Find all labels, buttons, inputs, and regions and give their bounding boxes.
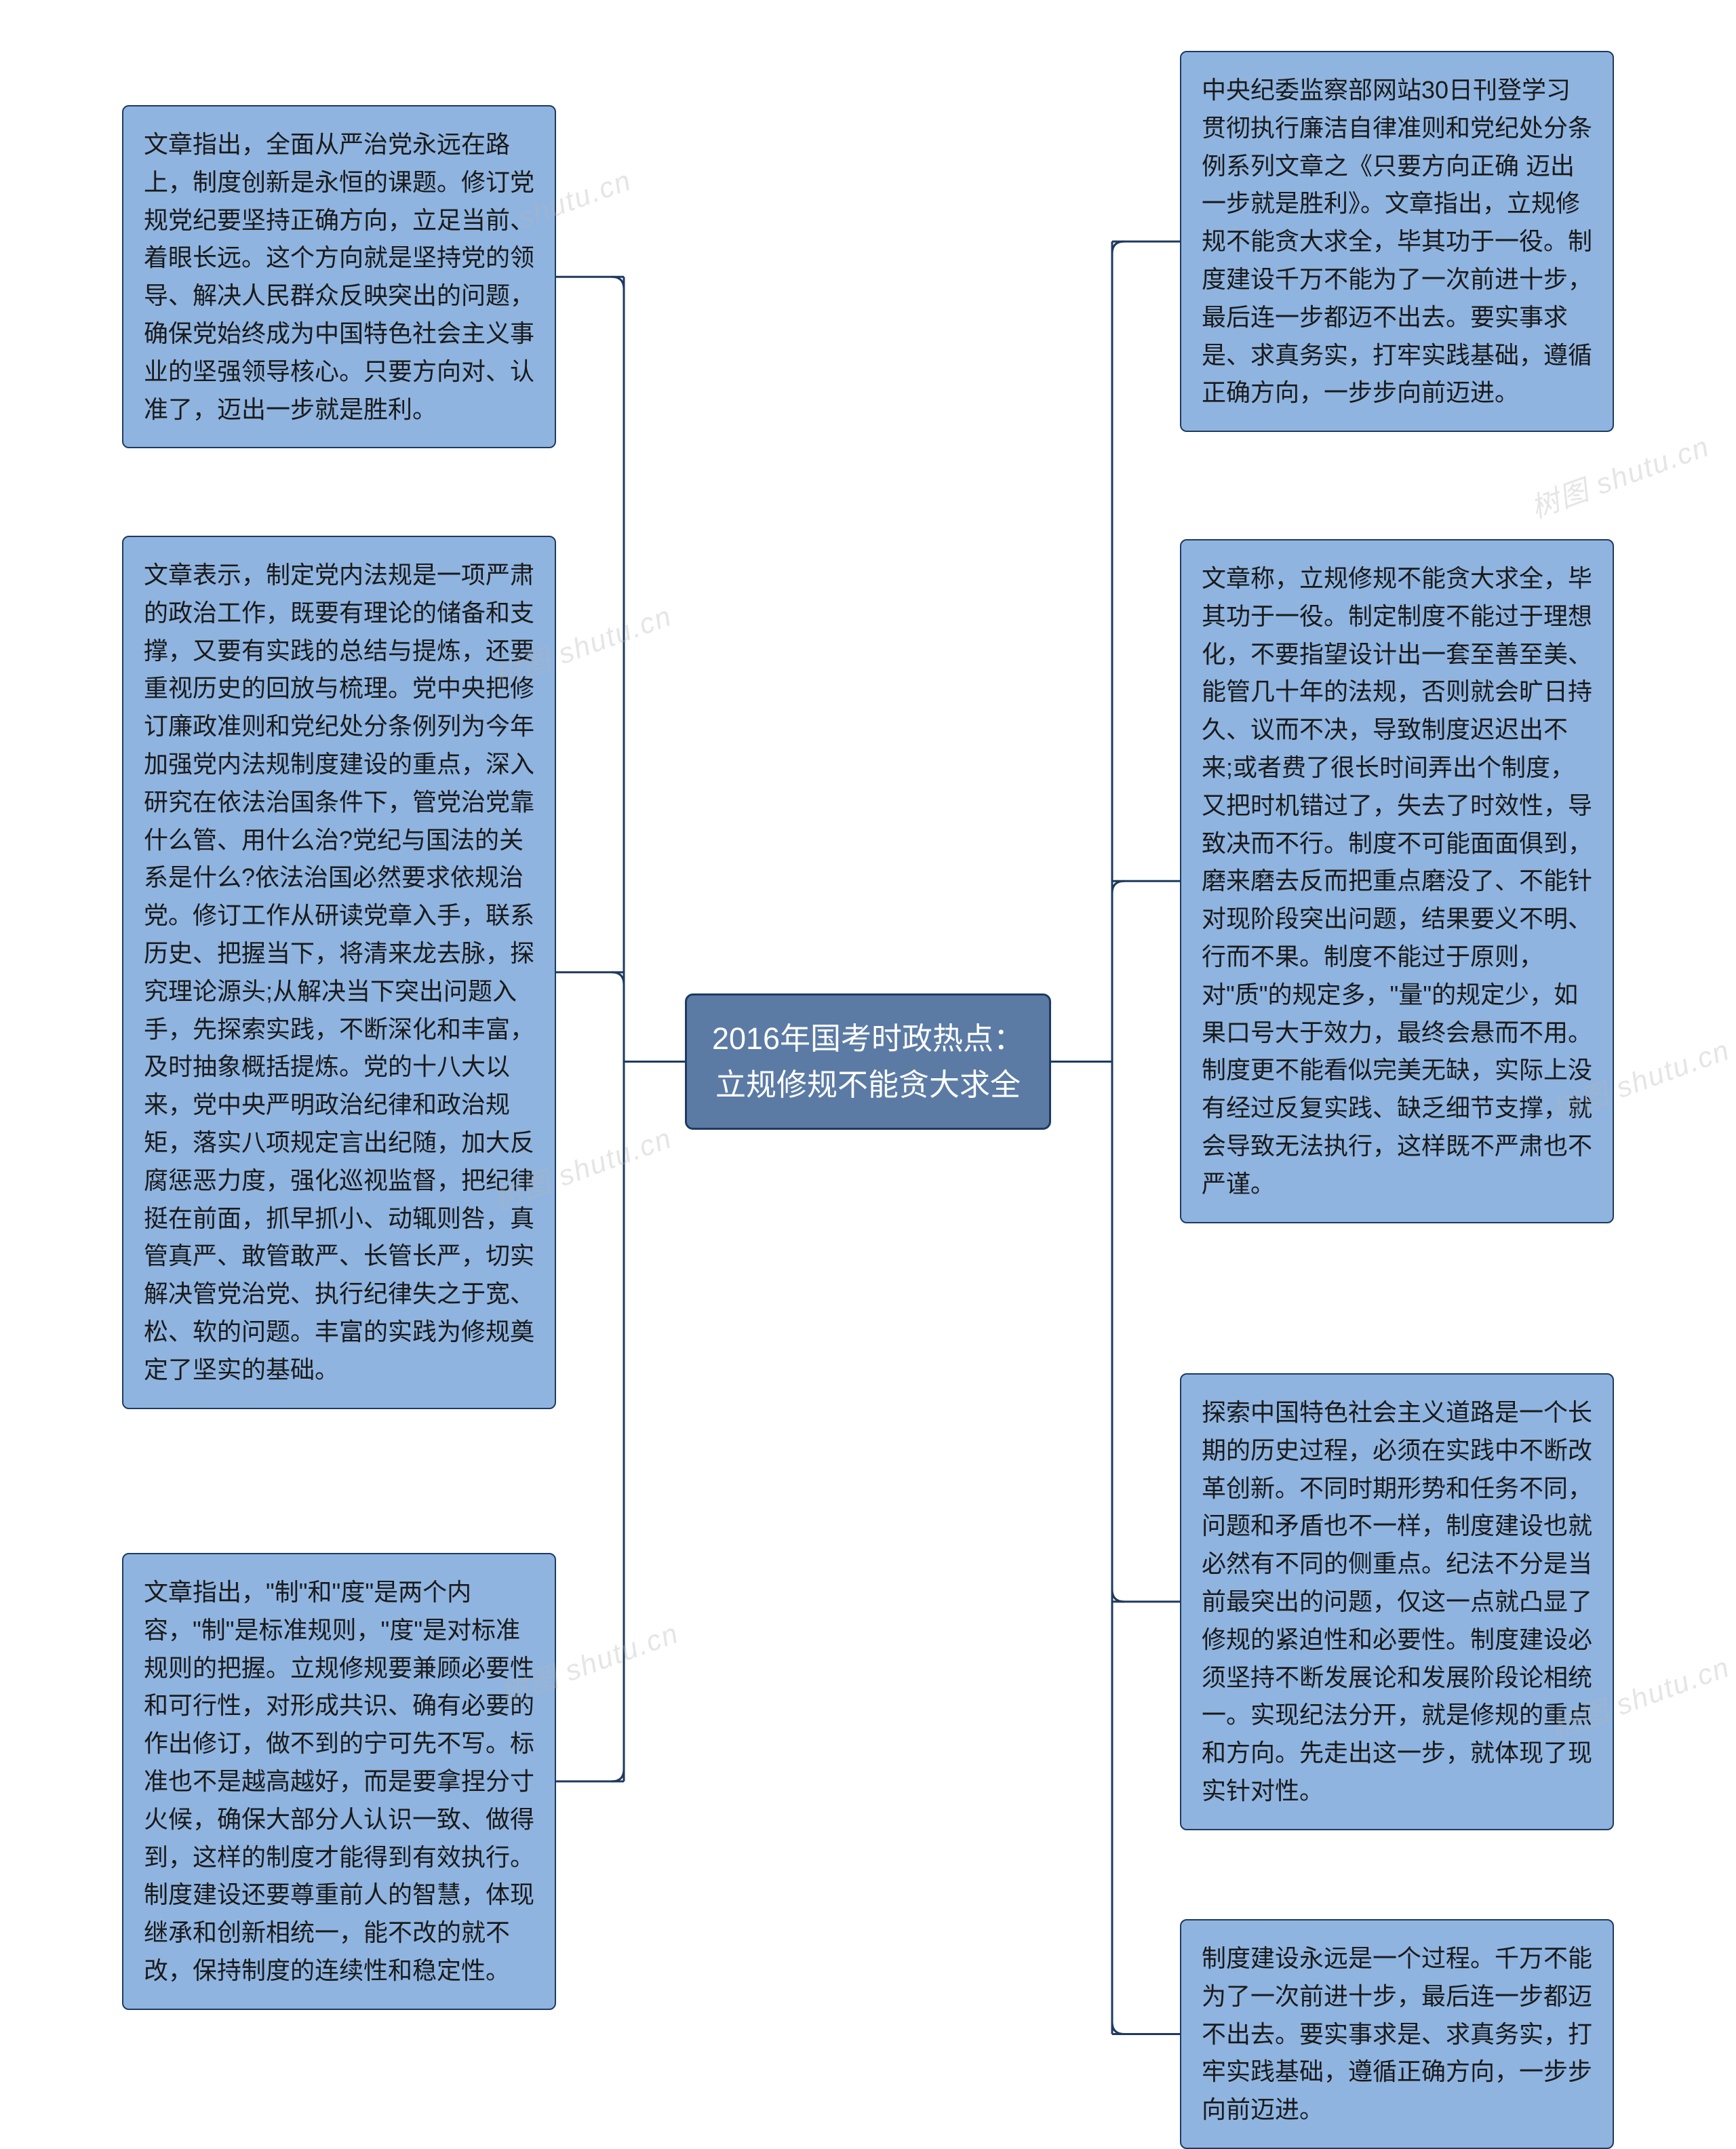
branch-right-2: 文章称，立规修规不能贪大求全，毕其功于一役。制定制度不能过于理想化，不要指望设计… bbox=[1180, 539, 1614, 1223]
branch-right-4: 制度建设永远是一个过程。千万不能为了一次前进十步，最后连一步都迈不出去。要实事求… bbox=[1180, 1919, 1614, 2149]
branch-left-2: 文章表示，制定党内法规是一项严肃的政治工作，既要有理论的储备和支撑，又要有实践的… bbox=[122, 536, 556, 1409]
branch-left-1: 文章指出，全面从严治党永远在路上，制度创新是永恒的课题。修订党规党纪要坚持正确方… bbox=[122, 105, 556, 448]
branch-right-1: 中央纪委监察部网站30日刊登学习贯彻执行廉洁自律准则和党纪处分条例系列文章之《只… bbox=[1180, 51, 1614, 432]
branch-left-3: 文章指出，"制"和"度"是两个内容，"制"是标准规则，"度"是对标准规则的把握。… bbox=[122, 1553, 556, 2010]
branch-right-3: 探索中国特色社会主义道路是一个长期的历史过程，必须在实践中不断改革创新。不同时期… bbox=[1180, 1373, 1614, 1830]
mindmap-center-node: 2016年国考时政热点：立规修规不能贪大求全 bbox=[685, 993, 1051, 1130]
watermark-2: 树图 shutu.cn bbox=[1524, 424, 1715, 527]
